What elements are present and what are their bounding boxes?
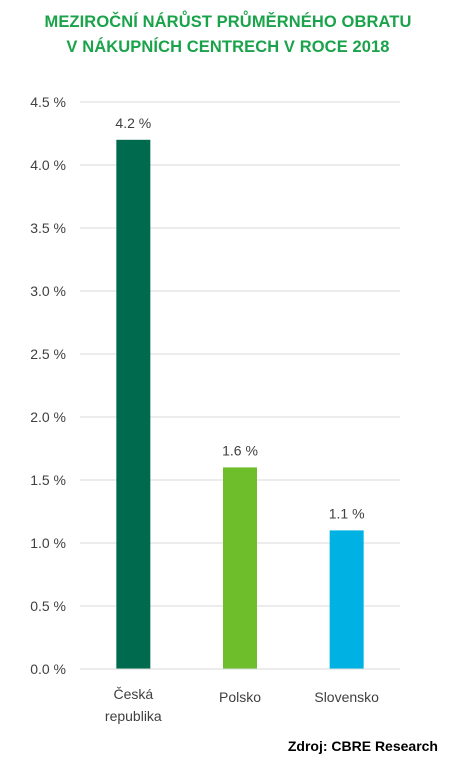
data-label: 4.2 % — [115, 115, 151, 131]
bar — [116, 139, 151, 670]
x-tick-label: republika — [105, 708, 162, 724]
x-tick-label: Polsko — [219, 689, 261, 705]
bar — [223, 467, 257, 669]
chart-title-line1: MEZIROČNÍ NÁRŮST PRŮMĚRNÉHO OBRATU — [44, 13, 412, 31]
y-tick-label: 3.5 % — [30, 220, 66, 236]
source-note: Zdroj: CBRE Research — [287, 738, 438, 754]
x-tick-label: Slovensko — [314, 689, 379, 705]
y-tick-label: 4.5 % — [30, 94, 66, 110]
y-tick-label: 1.0 % — [30, 535, 66, 551]
y-tick-label: 0.5 % — [30, 598, 66, 614]
y-tick-label: 1.5 % — [30, 472, 66, 488]
y-tick-label: 2.5 % — [30, 346, 66, 362]
y-tick-label: 3.0 % — [30, 283, 66, 299]
x-tick-label: Česká — [113, 686, 153, 702]
y-tick-label: 2.0 % — [30, 409, 66, 425]
data-label: 1.1 % — [329, 505, 365, 521]
chart-title: MEZIROČNÍ NÁRŮST PRŮMĚRNÉHO OBRATU V NÁK… — [0, 10, 456, 60]
data-label: 1.6 % — [222, 442, 258, 458]
y-tick-label: 0.0 % — [30, 661, 66, 677]
bar — [329, 530, 364, 669]
chart-title-line2: V NÁKUPNÍCH CENTRECH V ROCE 2018 — [66, 38, 390, 56]
y-tick-label: 4.0 % — [30, 157, 66, 173]
